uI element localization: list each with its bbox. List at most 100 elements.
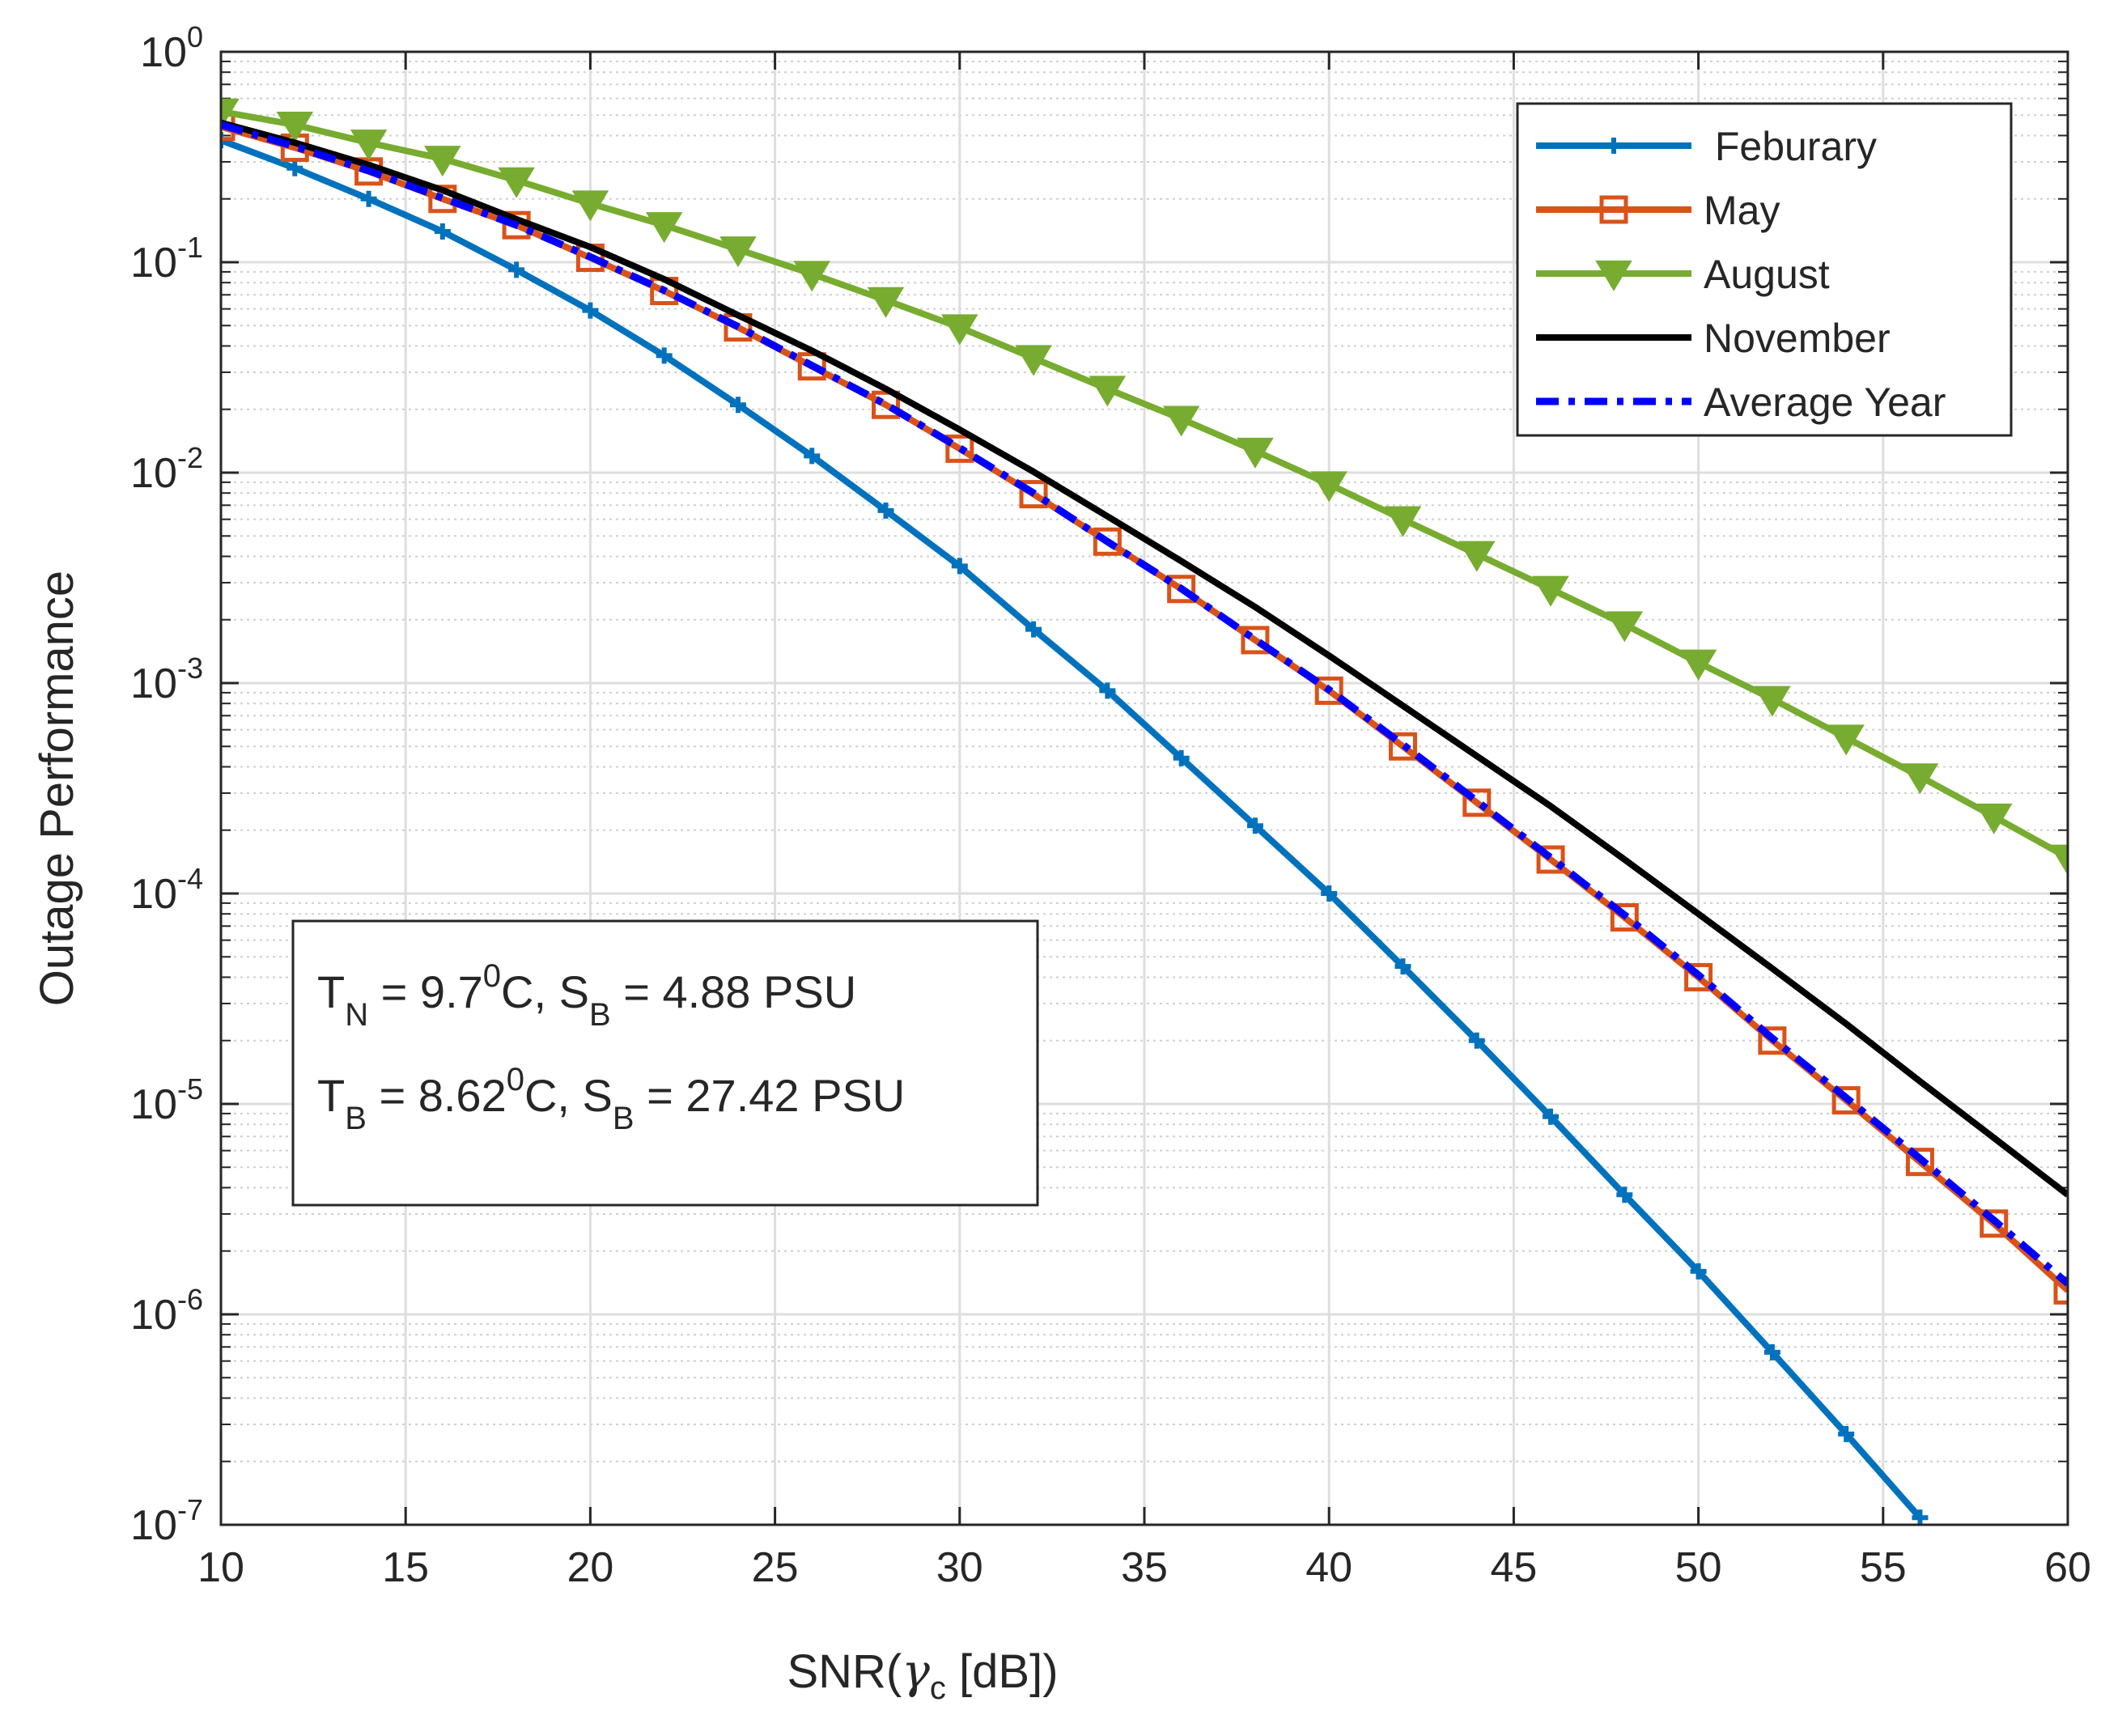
legend-item: Feburary (1536, 124, 1877, 169)
x-tick-label: 35 (1121, 1544, 1168, 1591)
triangle-marker (498, 167, 535, 198)
triangle-marker (1901, 763, 1939, 795)
legend-item: August (1536, 252, 1830, 297)
triangle-marker (1015, 345, 1052, 376)
legend-item: May (1536, 188, 1780, 233)
plus-marker (1468, 1032, 1485, 1049)
legend-box (1516, 102, 2013, 437)
y-tick-label: 10-6 (130, 1283, 203, 1339)
y-tick-label: 10-3 (130, 652, 203, 707)
plus-marker (434, 223, 451, 240)
y-tick-label: 10-2 (130, 441, 203, 497)
plus-marker (1838, 1425, 1855, 1442)
legend-label: Average Year (1704, 380, 1946, 425)
triangle-marker (1606, 611, 1644, 643)
plus-marker (1606, 138, 1622, 154)
triangle-marker (719, 236, 757, 268)
square-marker (1610, 903, 1639, 932)
square-marker (1536, 845, 1565, 874)
plus-marker (877, 502, 894, 519)
triangle-marker (793, 261, 831, 292)
plus-marker (1616, 1186, 1633, 1203)
triangle-marker (1458, 541, 1496, 572)
y-tick-label: 10-5 (130, 1072, 203, 1128)
x-tick-label: 30 (936, 1544, 983, 1591)
legend-label: Feburary (1704, 124, 1877, 169)
series-line (221, 119, 2068, 1198)
x-tick-label: 20 (567, 1544, 613, 1591)
plus-marker (951, 558, 968, 575)
triangle-marker (2049, 844, 2068, 876)
plot-frame (219, 50, 2069, 1526)
plus-marker (582, 302, 599, 319)
x-tick-label: 15 (382, 1544, 429, 1591)
annotation-frame (291, 919, 1039, 1207)
triangle-marker (571, 190, 609, 222)
y-tick-label: 10-4 (130, 862, 203, 918)
plus-marker (1099, 682, 1116, 699)
plus-marker (508, 261, 525, 278)
x-tick-label: 45 (1490, 1544, 1537, 1591)
series-group (221, 98, 2068, 1525)
legend: Feburary May August November Average Year (1516, 102, 2013, 437)
plus-marker (1763, 1343, 1780, 1360)
triangle-marker (1679, 649, 1717, 681)
series-2 (221, 98, 2068, 876)
plus-marker (729, 397, 746, 414)
x-tick-label: 50 (1675, 1544, 1722, 1591)
x-tick-label: 25 (752, 1544, 799, 1591)
square-marker (1241, 626, 1270, 655)
square-marker (872, 390, 901, 419)
square-marker (1758, 1026, 1787, 1055)
plus-marker (1246, 817, 1263, 834)
axis-ticks (219, 50, 2069, 1526)
x-axis-label: SNR(γc [dB]) (787, 1644, 1058, 1706)
triangle-marker (645, 212, 683, 244)
legend-label: May (1704, 188, 1780, 233)
plus-marker (1173, 749, 1190, 766)
series-3 (221, 119, 2068, 1198)
y-tick-label: 10-7 (130, 1493, 203, 1549)
legend-label: November (1704, 316, 1891, 361)
triangle-marker (1827, 724, 1865, 756)
series-0 (221, 132, 1929, 1525)
plus-marker (1025, 621, 1042, 638)
square-marker (1388, 732, 1417, 761)
annotation-line-1: TN = 9.70C, SB = 4.88 PSU (317, 958, 856, 1033)
annotation-line-2: TB = 8.620C, SB = 27.42 PSU (317, 1062, 905, 1136)
plus-marker (1394, 958, 1411, 975)
square-marker (1684, 962, 1713, 991)
plus-marker (286, 159, 303, 176)
legend-item: November (1536, 316, 1891, 361)
plus-marker (1321, 885, 1338, 902)
triangle-marker (1754, 685, 1791, 717)
x-tick-labels: 10 15 20 25 30 35 40 45 50 55 60 (197, 1544, 2091, 1591)
square-marker (1905, 1148, 1934, 1177)
y-axis-label: Outage Performance (31, 571, 83, 1006)
x-tick-label: 40 (1305, 1544, 1352, 1591)
square-marker (1167, 575, 1196, 604)
square-marker (2053, 1275, 2068, 1305)
plus-marker (656, 347, 673, 364)
triangle-marker (1162, 405, 1200, 437)
plus-marker (360, 190, 377, 207)
plus-marker (1912, 1509, 1929, 1525)
square-marker (1980, 1209, 2009, 1238)
annotation-box: TN = 9.70C, SB = 4.88 PSU TB = 8.620C, S… (291, 919, 1039, 1207)
square-marker (1831, 1086, 1861, 1115)
square-marker (1019, 480, 1048, 509)
x-tick-label: 60 (2044, 1544, 2091, 1591)
triangle-marker (1237, 437, 1274, 469)
square-marker (1462, 788, 1492, 817)
square-marker (1314, 676, 1343, 705)
series-4 (221, 121, 2068, 1287)
legend-item: Average Year (1536, 380, 1946, 425)
triangle-marker (1089, 376, 1127, 407)
triangle-marker (276, 112, 314, 143)
triangle-marker (424, 146, 461, 177)
square-marker (945, 434, 974, 463)
plus-marker (804, 448, 821, 465)
series-line (221, 121, 2068, 1287)
triangle-marker (1384, 506, 1422, 537)
